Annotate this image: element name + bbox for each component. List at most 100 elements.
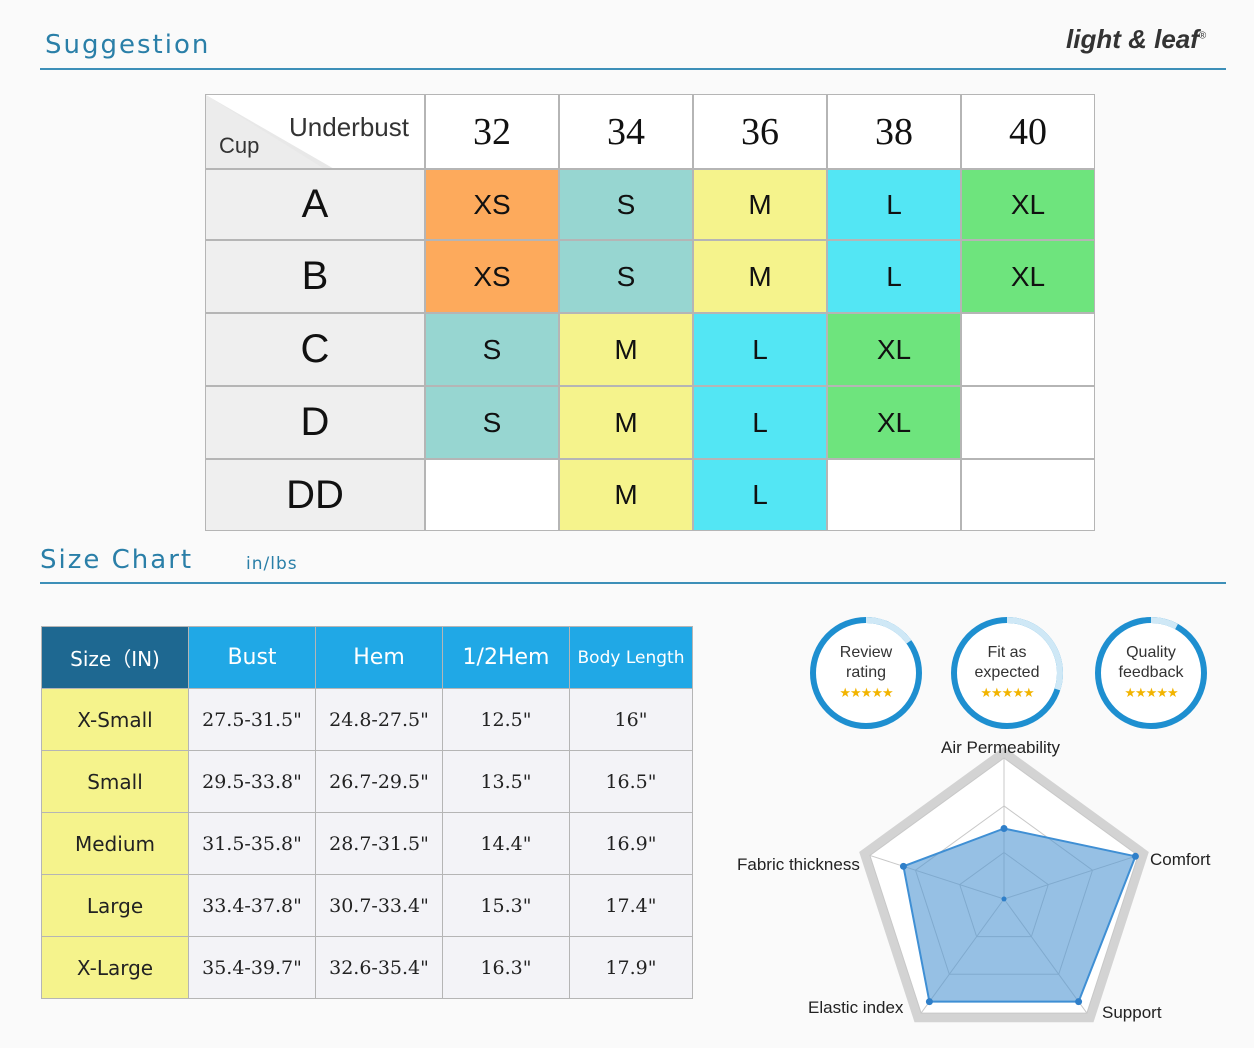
measurement-cell: 35.4-39.7"	[188, 936, 316, 999]
size-chart-table: Size（IN) Bust Hem 1/2Hem Body Length X-S…	[41, 626, 693, 999]
size-cell: XL	[961, 169, 1095, 240]
cup-row-A: A	[205, 169, 425, 240]
badge-line1: Review	[839, 644, 893, 661]
size-cell	[961, 459, 1095, 531]
rating-badge: Fit as expected ★★★★★	[951, 617, 1063, 729]
header-half-hem: 1/2Hem	[442, 626, 570, 689]
radar-background	[859, 746, 1149, 1023]
radar-grid-ring	[869, 757, 1139, 1014]
radar-axis-label: Fabric thickness	[737, 855, 860, 874]
size-name-cell: Large	[41, 874, 189, 937]
size-cell: M	[693, 240, 827, 313]
measurement-cell: 17.4"	[569, 874, 693, 937]
table-row: Large 33.4-37.8" 30.7-33.4" 15.3" 17.4"	[41, 874, 693, 937]
size-cell: L	[827, 169, 961, 240]
radar-grid-ring	[959, 851, 1049, 938]
cup-row-DD: DD	[205, 459, 425, 531]
size-cell: S	[425, 386, 559, 459]
measurement-cell: 16"	[569, 688, 693, 751]
badge-line1: Fit as	[987, 644, 1027, 661]
header-size: Size（IN)	[41, 626, 189, 689]
size-cell: L	[693, 459, 827, 531]
size-cell: M	[559, 386, 693, 459]
radar-series-area	[902, 827, 1137, 1003]
table-row: Small 29.5-33.8" 26.7-29.5" 13.5" 16.5"	[41, 750, 693, 813]
header-body-length: Body Length	[569, 626, 693, 689]
cup-row-D: D	[205, 386, 425, 459]
measurement-cell: 14.4"	[442, 812, 570, 875]
radar-grid-ring	[914, 805, 1094, 975]
measurement-cell: 12.5"	[442, 688, 570, 751]
badge-line2: feedback	[1118, 664, 1184, 681]
radar-point	[1075, 998, 1083, 1006]
radar-point	[1000, 825, 1008, 832]
size-name-cell: X-Large	[41, 936, 189, 999]
corner-diagonal	[206, 95, 333, 168]
measurement-cell: 29.5-33.8"	[188, 750, 316, 813]
size-cell: L	[693, 386, 827, 459]
cup-row-C: C	[205, 313, 425, 386]
measurement-cell: 16.5"	[569, 750, 693, 813]
badge-ring-highlight	[951, 617, 1063, 729]
badge-ring-highlight	[810, 617, 922, 729]
size-cell: XL	[827, 313, 961, 386]
size-cell: S	[425, 313, 559, 386]
measurement-cell: 33.4-37.8"	[188, 874, 316, 937]
measurement-cell: 24.8-27.5"	[315, 688, 443, 751]
radar-axis	[1003, 898, 1088, 1014]
star-rating-icon: ★★★★★	[839, 685, 893, 700]
measurement-cell: 16.3"	[442, 936, 570, 999]
radar-axis	[1003, 854, 1139, 900]
radar-point	[899, 862, 907, 870]
size-cell: XS	[425, 169, 559, 240]
size-name-cell: Medium	[41, 812, 189, 875]
size-cell: M	[559, 459, 693, 531]
badge-ring-highlight	[1095, 617, 1207, 729]
size-cell: S	[559, 169, 693, 240]
measurement-cell: 32.6-35.4"	[315, 936, 443, 999]
table-row: X-Small 27.5-31.5" 24.8-27.5" 12.5" 16"	[41, 688, 693, 751]
underbust-col-38: 38	[827, 94, 961, 169]
size-name-cell: Small	[41, 750, 189, 813]
size-cell: L	[827, 240, 961, 313]
size-chart-divider	[40, 582, 1226, 584]
underbust-col-36: 36	[693, 94, 827, 169]
size-chart-title: Size Chart	[40, 545, 194, 575]
radar-center	[1001, 896, 1007, 902]
table-row: Medium 31.5-35.8" 28.7-31.5" 14.4" 16.9"	[41, 812, 693, 875]
measurement-cell: 31.5-35.8"	[188, 812, 316, 875]
cup-row-B: B	[205, 240, 425, 313]
badge-line2: rating	[845, 664, 887, 681]
measurement-cell: 28.7-31.5"	[315, 812, 443, 875]
measurement-cell: 15.3"	[442, 874, 570, 937]
underbust-col-34: 34	[559, 94, 693, 169]
units-label: in/lbs	[246, 554, 298, 574]
underbust-label: Underbust	[289, 112, 409, 142]
header-divider	[40, 68, 1226, 70]
cup-label: Cup	[219, 133, 260, 158]
underbust-col-32: 32	[425, 94, 559, 169]
radar-axis	[920, 898, 1005, 1014]
measurement-cell: 13.5"	[442, 750, 570, 813]
size-cell: L	[693, 313, 827, 386]
size-cell: S	[559, 240, 693, 313]
suggestion-title: Suggestion	[45, 30, 211, 60]
radar-axis	[869, 854, 1005, 900]
measurement-cell: 26.7-29.5"	[315, 750, 443, 813]
measurement-cell: 27.5-31.5"	[188, 688, 316, 751]
grid-corner-header: Underbust Cup	[205, 94, 425, 169]
size-name-cell: X-Small	[41, 688, 189, 751]
radar-axis-label: Elastic index	[808, 998, 904, 1017]
size-cell: XL	[961, 240, 1095, 313]
underbust-col-40: 40	[961, 94, 1095, 169]
radar-point	[1131, 852, 1139, 860]
size-cell: XL	[827, 386, 961, 459]
radar-axis-label: Air Permeability	[941, 738, 1061, 757]
header-hem: Hem	[315, 626, 443, 689]
radar-point	[925, 998, 933, 1006]
measurement-cell: 30.7-33.4"	[315, 874, 443, 937]
measurement-cell: 16.9"	[569, 812, 693, 875]
table-row: X-Large 35.4-39.7" 32.6-35.4" 16.3" 17.9"	[41, 936, 693, 999]
size-cell	[961, 386, 1095, 459]
size-cell: M	[693, 169, 827, 240]
